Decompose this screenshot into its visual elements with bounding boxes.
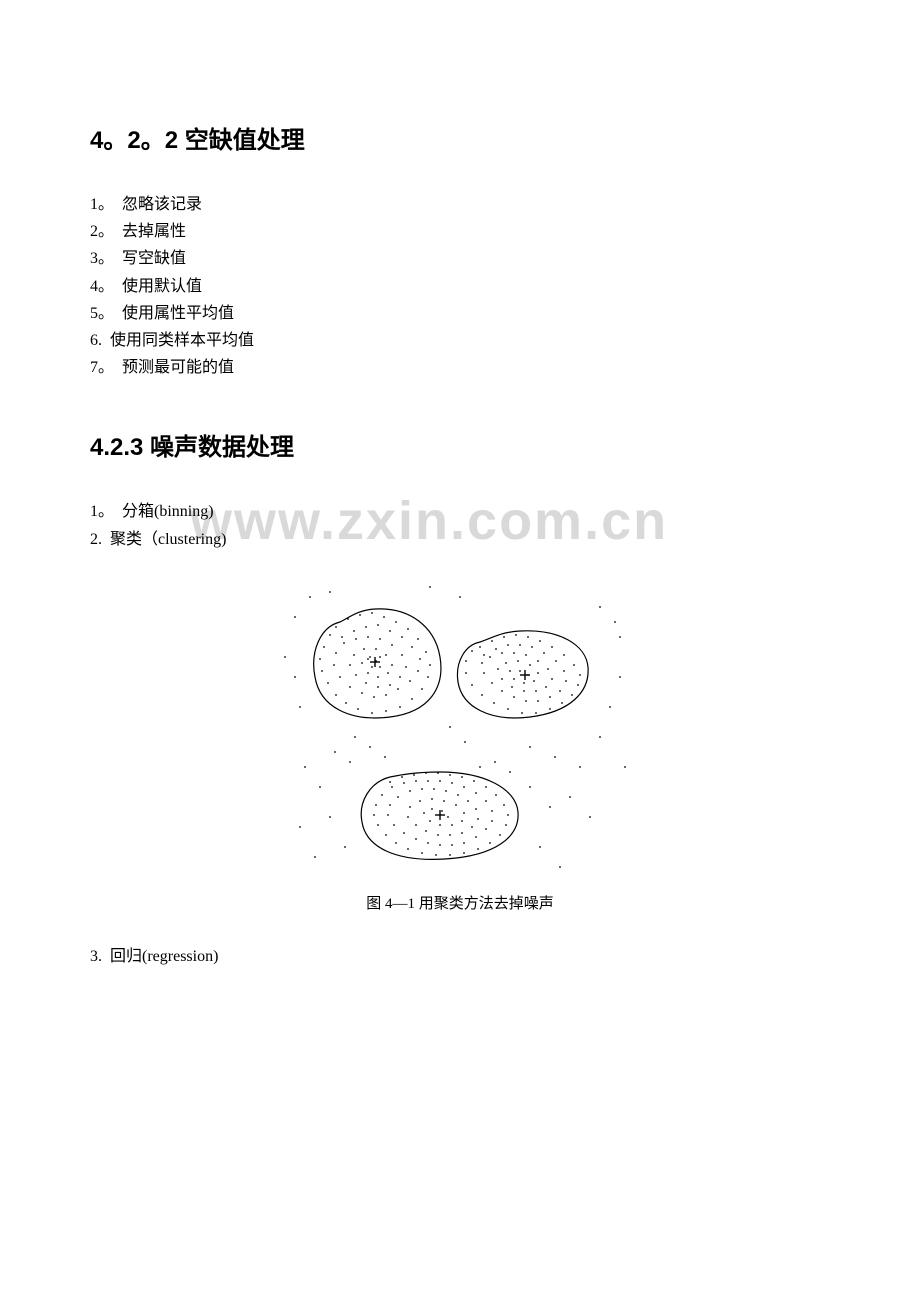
list-item-number: 2。 xyxy=(90,218,114,245)
list-item: 5。 使用属性平均值 xyxy=(90,300,830,327)
list-item-text: 忽略该记录 xyxy=(114,191,202,218)
list-item-text: 使用同类样本平均值 xyxy=(102,327,254,354)
list-item-number: 3. xyxy=(90,943,102,970)
list-item: 4。 使用默认值 xyxy=(90,273,830,300)
list-item: 3。 写空缺值 xyxy=(90,245,830,272)
list-noise-before: 1。 分箱(binning)2. 聚类（clustering) xyxy=(90,498,830,552)
list-item-text: 使用默认值 xyxy=(114,273,202,300)
list-item-text: 使用属性平均值 xyxy=(114,300,234,327)
figure-caption: 图 4—1 用聚类方法去掉噪声 xyxy=(90,892,830,913)
clustering-figure xyxy=(90,567,830,882)
list-item: 7。 预测最可能的值 xyxy=(90,354,830,381)
list-item-text: 回归(regression) xyxy=(102,943,218,970)
list-missing-values: 1。 忽略该记录2。 去掉属性3。 写空缺值4。 使用默认值5。 使用属性平均值… xyxy=(90,191,830,381)
list-item-number: 3。 xyxy=(90,245,114,272)
list-item-text: 分箱(binning) xyxy=(114,498,214,525)
list-item: 1。 分箱(binning) xyxy=(90,498,830,525)
list-item: 2. 聚类（clustering) xyxy=(90,526,830,553)
list-item-text: 聚类（clustering) xyxy=(102,526,226,553)
list-noise-after: 3. 回归(regression) xyxy=(90,943,830,970)
list-item-number: 4。 xyxy=(90,273,114,300)
list-item: 3. 回归(regression) xyxy=(90,943,830,970)
list-item-text: 写空缺值 xyxy=(114,245,186,272)
list-item-text: 预测最可能的值 xyxy=(114,354,234,381)
list-item: 1。 忽略该记录 xyxy=(90,191,830,218)
list-item-number: 5。 xyxy=(90,300,114,327)
list-item-number: 2. xyxy=(90,526,102,553)
section-heading-noise-data: 4.2.3 噪声数据处理 xyxy=(90,427,830,462)
list-item-text: 去掉属性 xyxy=(114,218,186,245)
document-page: www.zxin.com.cn 4。2。2 空缺值处理 1。 忽略该记录2。 去… xyxy=(0,0,920,1076)
list-item-number: 1。 xyxy=(90,191,114,218)
list-item: 6. 使用同类样本平均值 xyxy=(90,327,830,354)
list-item-number: 6. xyxy=(90,327,102,354)
list-item: 2。 去掉属性 xyxy=(90,218,830,245)
list-item-number: 1。 xyxy=(90,498,114,525)
clustering-diagram xyxy=(280,567,640,877)
page-content: 4。2。2 空缺值处理 1。 忽略该记录2。 去掉属性3。 写空缺值4。 使用默… xyxy=(90,120,830,970)
section-heading-missing-values: 4。2。2 空缺值处理 xyxy=(90,120,830,155)
list-item-number: 7。 xyxy=(90,354,114,381)
